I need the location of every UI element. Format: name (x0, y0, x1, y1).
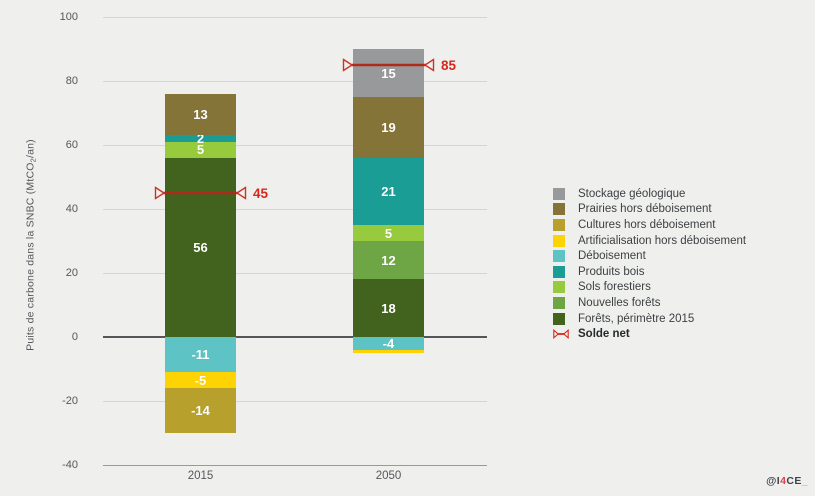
i4ce-logo: @I4CE_ (766, 475, 808, 487)
legend-label: Cultures hors déboisement (578, 218, 716, 231)
legend-label: Produits bois (578, 265, 645, 278)
bar-segment: 5 (165, 141, 236, 158)
bar-segment: 13 (165, 93, 236, 136)
x-tick-label: 2015 (187, 470, 214, 482)
gridline (103, 80, 487, 82)
y-axis-title-text: Puits de carbone dans la SNBC (MtCO (24, 162, 37, 351)
bar-segment: -14 (165, 388, 236, 433)
bar-segment-label: -5 (194, 372, 207, 388)
legend-label: Déboisement (578, 250, 646, 263)
logo-pre: @I (766, 475, 781, 487)
y-tick-label: -20 (62, 394, 78, 407)
y-tick-label: 40 (65, 202, 78, 215)
legend: Stockage géologique Prairies hors déboise… (553, 186, 746, 342)
logo-underscore: _ (801, 475, 808, 487)
y-tick-label: 0 (71, 330, 78, 343)
bar-segment-label: 5 (384, 225, 393, 241)
bar-segment-label: 19 (381, 119, 396, 135)
gridline (103, 464, 487, 466)
legend-item: Prairies hors déboisement (553, 202, 746, 218)
bar-segment: -4 (353, 337, 424, 350)
net-marker-value: 85 (441, 58, 457, 73)
net-marker (342, 58, 435, 72)
bar-segment: 5 (353, 225, 424, 241)
logo-accent: 4 (780, 475, 787, 487)
legend-swatch (553, 203, 565, 216)
y-tick-label: 20 (65, 266, 78, 279)
bar-segment: -11 (165, 337, 236, 373)
legend-item: Solde net (553, 326, 746, 342)
legend-item: Produits bois (553, 264, 746, 280)
y-tick-label: 100 (59, 10, 78, 23)
bar-segment-label: 56 (193, 239, 208, 255)
bar-segment-label: 15 (381, 65, 396, 81)
bar-segment-label: 12 (381, 252, 396, 268)
legend-label: Prairies hors déboisement (578, 203, 712, 216)
legend-item: Nouvelles forêts (553, 295, 746, 311)
bar-segment: 21 (353, 157, 424, 225)
gridline (103, 272, 487, 274)
bar-segment-label: -11 (191, 347, 210, 363)
bar-segment-label: 5 (196, 142, 205, 158)
legend-swatch (553, 265, 565, 278)
legend-item: Artificialisation hors déboisement (553, 233, 746, 249)
legend-label: Artificialisation hors déboisement (578, 234, 747, 247)
y-axis-title: Puits de carbone dans la SNBC (MtCO2/an) (25, 139, 38, 351)
legend-label: Sols forestiers (578, 281, 651, 294)
bar-segment: 56 (165, 157, 236, 337)
net-marker (154, 186, 247, 200)
legend-swatch (553, 187, 565, 200)
bar-segment: 18 (353, 279, 424, 337)
legend-swatch (553, 312, 565, 325)
gridline (103, 16, 487, 18)
legend-swatch (553, 218, 565, 231)
bar-segment-label: -4 (382, 335, 395, 351)
gridline (103, 400, 487, 402)
bar-segment-label: 13 (193, 107, 208, 123)
y-tick-label: -40 (62, 458, 78, 471)
bar-segment: -5 (165, 372, 236, 389)
bar-segment (353, 349, 424, 353)
legend-swatch (553, 234, 565, 247)
legend-label: Nouvelles forêts (578, 296, 661, 309)
gridline (103, 144, 487, 146)
y-axis-title-subscript: 2 (28, 158, 38, 163)
legend-item: Forêts, périmètre 2015 (553, 311, 746, 327)
bar-segment-label: 2 (196, 131, 205, 147)
legend-item: Déboisement (553, 248, 746, 264)
legend-swatch (553, 296, 565, 309)
legend-item: Sols forestiers (553, 280, 746, 296)
gridline (103, 336, 487, 338)
logo-post: CE (786, 475, 802, 487)
solde-net-marker-icon (553, 329, 569, 340)
y-tick-label: 60 (65, 138, 78, 151)
gridline (103, 208, 487, 210)
legend-item: Cultures hors déboisement (553, 217, 746, 233)
x-tick-label: 2050 (375, 470, 402, 482)
legend-label: Forêts, périmètre 2015 (578, 312, 695, 325)
bar-segment-label: 18 (381, 300, 396, 316)
legend-swatch (553, 250, 565, 263)
bar-segment: 19 (353, 97, 424, 158)
bar-segment: 12 (353, 241, 424, 280)
legend-label: Solde net (578, 328, 630, 341)
net-marker-value: 45 (253, 186, 269, 201)
legend-label: Stockage géologique (578, 187, 686, 200)
legend-item: Stockage géologique (553, 186, 746, 202)
bar-segment: 2 (165, 132, 236, 145)
bar-segment-label: 21 (381, 183, 396, 199)
bar-segment: 15 (353, 49, 424, 97)
legend-swatch (553, 281, 565, 294)
bar-segment-label: -14 (191, 403, 210, 419)
y-tick-label: 80 (65, 74, 78, 87)
